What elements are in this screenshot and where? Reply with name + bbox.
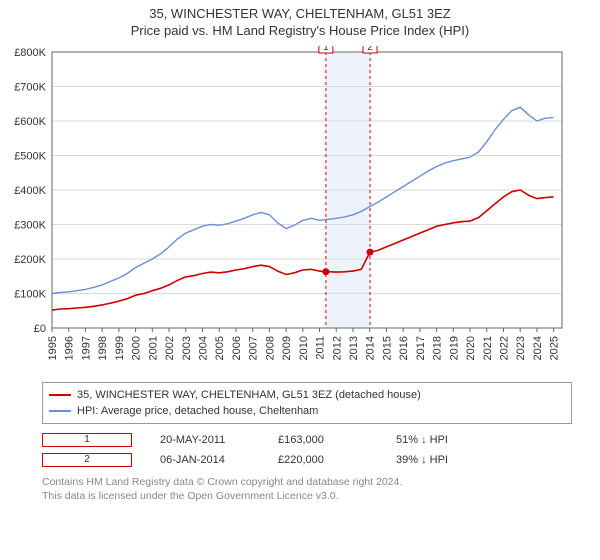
marker-flag-2: 2 [363, 46, 377, 53]
y-tick-label: £700K [14, 82, 46, 94]
x-tick-label: 1999 [114, 336, 126, 360]
footer-attribution: Contains HM Land Registry data © Crown c… [42, 476, 572, 503]
x-tick-label: 2008 [264, 336, 276, 360]
x-tick-label: 1996 [64, 336, 76, 360]
x-tick-label: 2006 [231, 336, 243, 360]
y-tick-label: £800K [14, 47, 46, 59]
x-tick-label: 2002 [164, 336, 176, 360]
marker-delta: 39% ↓ HPI [396, 450, 486, 470]
legend-item: HPI: Average price, detached house, Chel… [49, 403, 565, 419]
x-tick-label: 2023 [515, 336, 527, 360]
y-tick-label: £0 [34, 323, 46, 335]
x-tick-label: 2019 [448, 336, 460, 360]
x-tick-label: 2016 [398, 336, 410, 360]
x-tick-label: 2011 [315, 336, 327, 360]
y-tick-label: £600K [14, 116, 46, 128]
marker-badge: 1 [42, 433, 132, 447]
chart-title-block: 35, WINCHESTER WAY, CHELTENHAM, GL51 3EZ… [0, 0, 600, 38]
line-chart-svg: £0 £100K £200K £300K £400K £500K £600K £700K £80… [10, 46, 570, 376]
chart-title-sub: Price paid vs. HM Land Registry's House … [0, 23, 600, 38]
x-tick-label: 2007 [248, 336, 260, 360]
chart-title-main: 35, WINCHESTER WAY, CHELTENHAM, GL51 3EZ [0, 6, 600, 21]
x-tick-label: 2015 [381, 336, 393, 360]
x-tick-label: 2024 [532, 336, 544, 360]
x-tick-label: 2012 [331, 336, 343, 360]
x-tick-label: 2025 [549, 336, 561, 360]
x-tick-label: 2020 [465, 336, 477, 360]
footer-line2: This data is licensed under the Open Gov… [42, 490, 572, 504]
x-tick-label: 2001 [147, 336, 159, 360]
chart-area: £0 £100K £200K £300K £400K £500K £600K £700K £80… [10, 46, 590, 376]
marker-price: £163,000 [278, 430, 368, 450]
x-tick-label: 2017 [415, 336, 427, 360]
x-tick-label: 1995 [47, 336, 59, 360]
y-tick-label: £400K [14, 185, 46, 197]
series-price_paid [52, 190, 554, 310]
x-tick-label: 2022 [498, 336, 510, 360]
marker-delta: 51% ↓ HPI [396, 430, 486, 450]
x-tick-label: 2018 [432, 336, 444, 360]
x-tick-label: 2005 [214, 336, 226, 360]
marker-price: £220,000 [278, 450, 368, 470]
svg-text:2: 2 [367, 46, 373, 53]
marker-row: 2 06-JAN-2014 £220,000 39% ↓ HPI [42, 450, 572, 470]
y-tick-label: £500K [14, 151, 46, 163]
markers-table: 1 20-MAY-2011 £163,000 51% ↓ HPI 2 06-JAN-201… [42, 430, 572, 470]
x-tick-label: 2000 [131, 336, 143, 360]
marker-date: 06-JAN-2014 [160, 450, 250, 470]
marker-badge: 2 [42, 453, 132, 467]
footer-line1: Contains HM Land Registry data © Crown c… [42, 476, 572, 490]
legend-item: 35, WINCHESTER WAY, CHELTENHAM, GL51 3EZ… [49, 387, 565, 403]
legend-label: HPI: Average price, detached house, Chel… [77, 403, 318, 419]
x-tick-label: 1997 [80, 336, 92, 360]
x-tick-label: 2010 [298, 336, 310, 360]
x-tick-label: 2021 [482, 336, 494, 360]
x-tick-label: 1998 [97, 336, 109, 360]
y-tick-label: £300K [14, 220, 46, 232]
legend-label: 35, WINCHESTER WAY, CHELTENHAM, GL51 3EZ… [77, 387, 421, 403]
svg-text:1: 1 [323, 46, 329, 53]
legend-box: 35, WINCHESTER WAY, CHELTENHAM, GL51 3EZ… [42, 382, 572, 424]
x-tick-label: 2009 [281, 336, 293, 360]
y-tick-label: £100K [14, 289, 46, 301]
x-tick-label: 2013 [348, 336, 360, 360]
marker-row: 1 20-MAY-2011 £163,000 51% ↓ HPI [42, 430, 572, 450]
legend-swatch [49, 410, 71, 412]
y-tick-label: £200K [14, 254, 46, 266]
marker-date: 20-MAY-2011 [160, 430, 250, 450]
x-tick-label: 2014 [365, 336, 377, 360]
x-tick-label: 2004 [197, 336, 209, 360]
x-tick-label: 2003 [181, 336, 193, 360]
marker-flag-1: 1 [319, 46, 333, 53]
legend-swatch [49, 394, 71, 396]
series-hpi [52, 107, 554, 293]
